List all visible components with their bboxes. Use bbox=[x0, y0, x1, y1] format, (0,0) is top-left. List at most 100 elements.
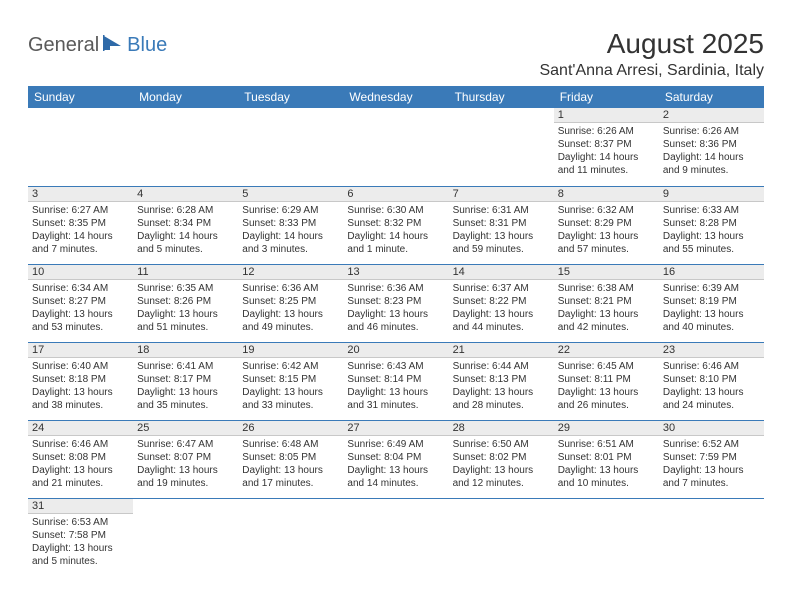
calendar-cell: 13Sunrise: 6:36 AMSunset: 8:23 PMDayligh… bbox=[343, 264, 448, 342]
sunset-text: Sunset: 8:18 PM bbox=[32, 373, 129, 386]
day-number: 10 bbox=[28, 265, 133, 280]
day-number: 25 bbox=[133, 421, 238, 436]
sunset-text: Sunset: 8:17 PM bbox=[137, 373, 234, 386]
day-details: Sunrise: 6:27 AMSunset: 8:35 PMDaylight:… bbox=[28, 202, 133, 260]
calendar-cell: 9Sunrise: 6:33 AMSunset: 8:28 PMDaylight… bbox=[659, 186, 764, 264]
sunset-text: Sunset: 8:29 PM bbox=[558, 217, 655, 230]
day-number: 30 bbox=[659, 421, 764, 436]
sunrise-text: Sunrise: 6:41 AM bbox=[137, 360, 234, 373]
day-details: Sunrise: 6:26 AMSunset: 8:36 PMDaylight:… bbox=[659, 123, 764, 181]
day-header: Monday bbox=[133, 86, 238, 108]
calendar-cell: 26Sunrise: 6:48 AMSunset: 8:05 PMDayligh… bbox=[238, 420, 343, 498]
sunset-text: Sunset: 8:10 PM bbox=[663, 373, 760, 386]
day-number: 11 bbox=[133, 265, 238, 280]
sunset-text: Sunset: 8:36 PM bbox=[663, 138, 760, 151]
daylight-text: Daylight: 13 hours and 53 minutes. bbox=[32, 308, 129, 334]
day-number: 17 bbox=[28, 343, 133, 358]
daylight-text: Daylight: 13 hours and 19 minutes. bbox=[137, 464, 234, 490]
daylight-text: Daylight: 13 hours and 35 minutes. bbox=[137, 386, 234, 412]
sunrise-text: Sunrise: 6:35 AM bbox=[137, 282, 234, 295]
calendar-cell: 17Sunrise: 6:40 AMSunset: 8:18 PMDayligh… bbox=[28, 342, 133, 420]
sunrise-text: Sunrise: 6:47 AM bbox=[137, 438, 234, 451]
flag-icon bbox=[103, 34, 125, 57]
daylight-text: Daylight: 13 hours and 51 minutes. bbox=[137, 308, 234, 334]
day-details: Sunrise: 6:52 AMSunset: 7:59 PMDaylight:… bbox=[659, 436, 764, 494]
calendar-week: 3Sunrise: 6:27 AMSunset: 8:35 PMDaylight… bbox=[28, 186, 764, 264]
sunset-text: Sunset: 8:28 PM bbox=[663, 217, 760, 230]
logo: General Blue bbox=[28, 34, 167, 57]
daylight-text: Daylight: 13 hours and 57 minutes. bbox=[558, 230, 655, 256]
daylight-text: Daylight: 14 hours and 3 minutes. bbox=[242, 230, 339, 256]
calendar-cell bbox=[133, 498, 238, 576]
sunset-text: Sunset: 8:11 PM bbox=[558, 373, 655, 386]
daylight-text: Daylight: 13 hours and 26 minutes. bbox=[558, 386, 655, 412]
sunset-text: Sunset: 8:01 PM bbox=[558, 451, 655, 464]
daylight-text: Daylight: 14 hours and 9 minutes. bbox=[663, 151, 760, 177]
daylight-text: Daylight: 13 hours and 24 minutes. bbox=[663, 386, 760, 412]
day-details: Sunrise: 6:31 AMSunset: 8:31 PMDaylight:… bbox=[449, 202, 554, 260]
day-details: Sunrise: 6:26 AMSunset: 8:37 PMDaylight:… bbox=[554, 123, 659, 181]
calendar-cell: 22Sunrise: 6:45 AMSunset: 8:11 PMDayligh… bbox=[554, 342, 659, 420]
day-number: 4 bbox=[133, 187, 238, 202]
sunset-text: Sunset: 8:35 PM bbox=[32, 217, 129, 230]
day-details: Sunrise: 6:46 AMSunset: 8:10 PMDaylight:… bbox=[659, 358, 764, 416]
sunrise-text: Sunrise: 6:36 AM bbox=[242, 282, 339, 295]
day-details: Sunrise: 6:28 AMSunset: 8:34 PMDaylight:… bbox=[133, 202, 238, 260]
calendar-cell: 12Sunrise: 6:36 AMSunset: 8:25 PMDayligh… bbox=[238, 264, 343, 342]
sunrise-text: Sunrise: 6:26 AM bbox=[558, 125, 655, 138]
daylight-text: Daylight: 13 hours and 42 minutes. bbox=[558, 308, 655, 334]
day-number: 20 bbox=[343, 343, 448, 358]
sunrise-text: Sunrise: 6:49 AM bbox=[347, 438, 444, 451]
day-number: 12 bbox=[238, 265, 343, 280]
day-details: Sunrise: 6:41 AMSunset: 8:17 PMDaylight:… bbox=[133, 358, 238, 416]
day-details: Sunrise: 6:34 AMSunset: 8:27 PMDaylight:… bbox=[28, 280, 133, 338]
day-details: Sunrise: 6:46 AMSunset: 8:08 PMDaylight:… bbox=[28, 436, 133, 494]
day-number: 28 bbox=[449, 421, 554, 436]
calendar-cell: 20Sunrise: 6:43 AMSunset: 8:14 PMDayligh… bbox=[343, 342, 448, 420]
sunrise-text: Sunrise: 6:43 AM bbox=[347, 360, 444, 373]
daylight-text: Daylight: 13 hours and 17 minutes. bbox=[242, 464, 339, 490]
logo-text-blue: Blue bbox=[127, 34, 167, 57]
sunset-text: Sunset: 8:19 PM bbox=[663, 295, 760, 308]
calendar-cell: 31Sunrise: 6:53 AMSunset: 7:58 PMDayligh… bbox=[28, 498, 133, 576]
sunset-text: Sunset: 8:08 PM bbox=[32, 451, 129, 464]
day-number: 21 bbox=[449, 343, 554, 358]
sunrise-text: Sunrise: 6:26 AM bbox=[663, 125, 760, 138]
day-header: Saturday bbox=[659, 86, 764, 108]
calendar-cell: 8 Sunrise: 6:32 AMSunset: 8:29 PMDaylight… bbox=[554, 186, 659, 264]
sunrise-text: Sunrise: 6:39 AM bbox=[663, 282, 760, 295]
calendar-body: 1Sunrise: 6:26 AMSunset: 8:37 PMDaylight… bbox=[28, 108, 764, 576]
title-block: August 2025 Sant'Anna Arresi, Sardinia, … bbox=[539, 28, 764, 80]
sunrise-text: Sunrise: 6:38 AM bbox=[558, 282, 655, 295]
calendar-cell: 27Sunrise: 6:49 AMSunset: 8:04 PMDayligh… bbox=[343, 420, 448, 498]
day-number: 29 bbox=[554, 421, 659, 436]
sunrise-text: Sunrise: 6:36 AM bbox=[347, 282, 444, 295]
sunset-text: Sunset: 8:27 PM bbox=[32, 295, 129, 308]
day-details: Sunrise: 6:40 AMSunset: 8:18 PMDaylight:… bbox=[28, 358, 133, 416]
day-header: Tuesday bbox=[238, 86, 343, 108]
day-number: 16 bbox=[659, 265, 764, 280]
sunset-text: Sunset: 8:33 PM bbox=[242, 217, 339, 230]
daylight-text: Daylight: 13 hours and 12 minutes. bbox=[453, 464, 550, 490]
day-number: 7 bbox=[449, 187, 554, 202]
location: Sant'Anna Arresi, Sardinia, Italy bbox=[539, 62, 764, 80]
sunset-text: Sunset: 8:13 PM bbox=[453, 373, 550, 386]
calendar-cell bbox=[133, 108, 238, 186]
calendar-cell bbox=[554, 498, 659, 576]
calendar-cell bbox=[449, 498, 554, 576]
day-number: 26 bbox=[238, 421, 343, 436]
daylight-text: Daylight: 13 hours and 21 minutes. bbox=[32, 464, 129, 490]
day-number: 8 bbox=[554, 187, 659, 202]
calendar-cell: 10Sunrise: 6:34 AMSunset: 8:27 PMDayligh… bbox=[28, 264, 133, 342]
sunset-text: Sunset: 8:15 PM bbox=[242, 373, 339, 386]
calendar-week: 17Sunrise: 6:40 AMSunset: 8:18 PMDayligh… bbox=[28, 342, 764, 420]
day-details: Sunrise: 6:30 AMSunset: 8:32 PMDaylight:… bbox=[343, 202, 448, 260]
calendar-week: 1Sunrise: 6:26 AMSunset: 8:37 PMDaylight… bbox=[28, 108, 764, 186]
sunrise-text: Sunrise: 6:32 AM bbox=[558, 204, 655, 217]
sunset-text: Sunset: 8:25 PM bbox=[242, 295, 339, 308]
day-details: Sunrise: 6:49 AMSunset: 8:04 PMDaylight:… bbox=[343, 436, 448, 494]
calendar-cell bbox=[238, 108, 343, 186]
daylight-text: Daylight: 14 hours and 5 minutes. bbox=[137, 230, 234, 256]
day-header: Friday bbox=[554, 86, 659, 108]
sunset-text: Sunset: 8:37 PM bbox=[558, 138, 655, 151]
